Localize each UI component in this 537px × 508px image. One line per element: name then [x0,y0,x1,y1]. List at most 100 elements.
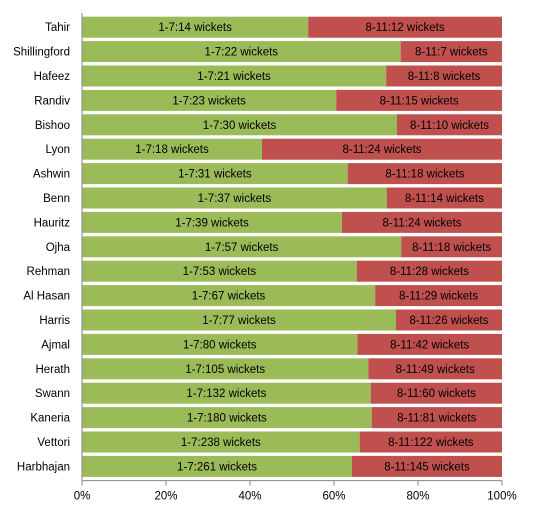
bar-segment-wickets-8-11 [400,41,502,63]
bar-segment-wickets-1-7 [82,65,387,87]
category-label: Rehman [27,266,70,278]
value-axis: 0% 20% 40% 60% 80% 100% [74,13,517,503]
bar-data-label: 1-7:261 wickets [177,461,257,473]
category-label: Lyon [45,144,70,156]
bar-data-label: 8-11:60 wickets [397,388,476,400]
bar-data-label: 1-7:80 wickets [183,339,257,351]
bar-data-label: 1-7:67 wickets [192,291,266,303]
tick-label: 0% [74,491,91,503]
category-label: Harbhajan [17,461,70,473]
bar-data-label: 1-7:105 wickets [185,364,265,376]
category-label: Bishoo [35,120,70,132]
tick-label: 20% [154,491,177,503]
bar-segment-wickets-1-7 [82,455,352,477]
category-label: Harris [39,315,70,327]
bar-data-label: 8-11:122 wickets [388,437,474,449]
bar-data-label: 8-11:7 wickets [415,47,488,59]
bar-segment-wickets-1-7 [82,382,371,404]
category-label: Swann [35,388,70,400]
category-label: Shillingford [13,47,70,59]
bar-segment-wickets-8-11 [370,382,502,404]
category-label: Hafeez [34,71,71,83]
bar-data-label: 1-7:14 wickets [158,22,232,34]
bar-segment-wickets-8-11 [397,114,502,136]
bar-data-label: 8-11:15 wickets [380,95,459,107]
bar-segment-wickets-1-7 [82,333,358,355]
category-label: Hauritz [34,217,71,229]
bar-data-label: 8-11:145 wickets [384,461,470,473]
tick-label: 100% [487,491,516,503]
tick-label: 60% [322,491,345,503]
category-label: Ajmal [41,339,70,351]
bar-data-label: 1-7:180 wickets [187,413,267,425]
category-label: Herath [35,364,70,376]
bar-data-label: 1-7:77 wickets [202,315,276,327]
bar-data-label: 1-7:30 wickets [203,120,277,132]
bar-segment-wickets-1-7 [82,163,348,185]
category-label: Tahir [45,22,70,34]
bar-segment-wickets-8-11 [375,285,502,307]
bar-data-label: 8-11:12 wickets [366,22,445,34]
bar-data-label: 1-7:23 wickets [172,95,246,107]
bar-data-label: 1-7:18 wickets [135,144,209,156]
bar-segment-wickets-8-11 [352,455,502,477]
bar-data-label: 1-7:238 wickets [181,437,261,449]
bar-segment-wickets-1-7 [82,138,262,160]
category-label: Ojha [46,242,71,254]
category-label: Ashwin [33,169,70,181]
bar-segment-wickets-8-11 [386,187,502,209]
bar-data-label: 1-7:53 wickets [183,266,257,278]
bar-segment-wickets-1-7 [82,260,357,282]
bar-data-label: 1-7:21 wickets [197,71,271,83]
category-label: Al Hasan [23,291,70,303]
bar-segment-wickets-1-7 [82,41,401,63]
bar-data-label: 1-7:39 wickets [175,217,249,229]
bar-data-label: 8-11:42 wickets [390,339,469,351]
bar-segment-wickets-1-7 [82,236,402,258]
bar-data-label: 8-11:28 wickets [390,266,469,278]
bar-data-label: 1-7:22 wickets [205,47,279,59]
bar-segment-wickets-8-11 [347,163,502,185]
bar-segment-wickets-8-11 [357,333,502,355]
bar-segment-wickets-8-11 [262,138,502,160]
bar-data-label: 8-11:81 wickets [397,413,476,425]
bar-segment-wickets-8-11 [342,211,502,233]
bar-segment-wickets-1-7 [82,16,309,38]
category-label: Benn [43,193,70,205]
bar-data-label: 8-11:10 wickets [410,120,489,132]
bar-data-label: 8-11:24 wickets [342,144,421,156]
bar-data-label: 1-7:132 wickets [186,388,266,400]
bar-data-label: 8-11:26 wickets [409,315,488,327]
bar-segment-wickets-1-7 [82,407,372,429]
bar-data-label: 8-11:18 wickets [385,169,464,181]
bar-data-label: 1-7:37 wickets [198,193,272,205]
bar-data-label: 1-7:57 wickets [205,242,279,254]
bar-segment-wickets-1-7 [82,358,369,380]
category-label: Vettori [37,437,70,449]
bar-segment-wickets-8-11 [368,358,502,380]
bar-data-label: 8-11:49 wickets [396,364,475,376]
category-axis-labels: Tahir Shillingford Hafeez Randiv Bishoo Lyon A… [13,22,71,473]
bar-segment-wickets-1-7 [82,187,387,209]
bar-segment-wickets-8-11 [401,236,502,258]
bar-segment-wickets-8-11 [356,260,502,282]
bar-segment-wickets-8-11 [336,89,502,111]
bar-data-label: 8-11:8 wickets [408,71,481,83]
bar-segment-wickets-8-11 [359,431,502,453]
bar-segment-wickets-8-11 [395,309,502,331]
bar-segment-wickets-1-7 [82,211,342,233]
bar-data-label: 1-7:31 wickets [178,169,252,181]
bar-data-label: 8-11:14 wickets [405,193,484,205]
plot-area: 1-7:14 wickets 8-11:12 wickets 1-7:22 wick… [82,16,502,477]
bar-segment-wickets-8-11 [308,16,502,38]
bar-segment-wickets-1-7 [82,285,376,307]
bar-segment-wickets-1-7 [82,431,360,453]
bar-segment-wickets-8-11 [386,65,502,87]
tick-label: 80% [406,491,429,503]
bar-data-label: 8-11:18 wickets [412,242,491,254]
bar-data-label: 8-11:24 wickets [382,217,461,229]
bar-segment-wickets-1-7 [82,309,396,331]
category-label: Randiv [34,95,70,107]
bar-segment-wickets-1-7 [82,114,397,136]
